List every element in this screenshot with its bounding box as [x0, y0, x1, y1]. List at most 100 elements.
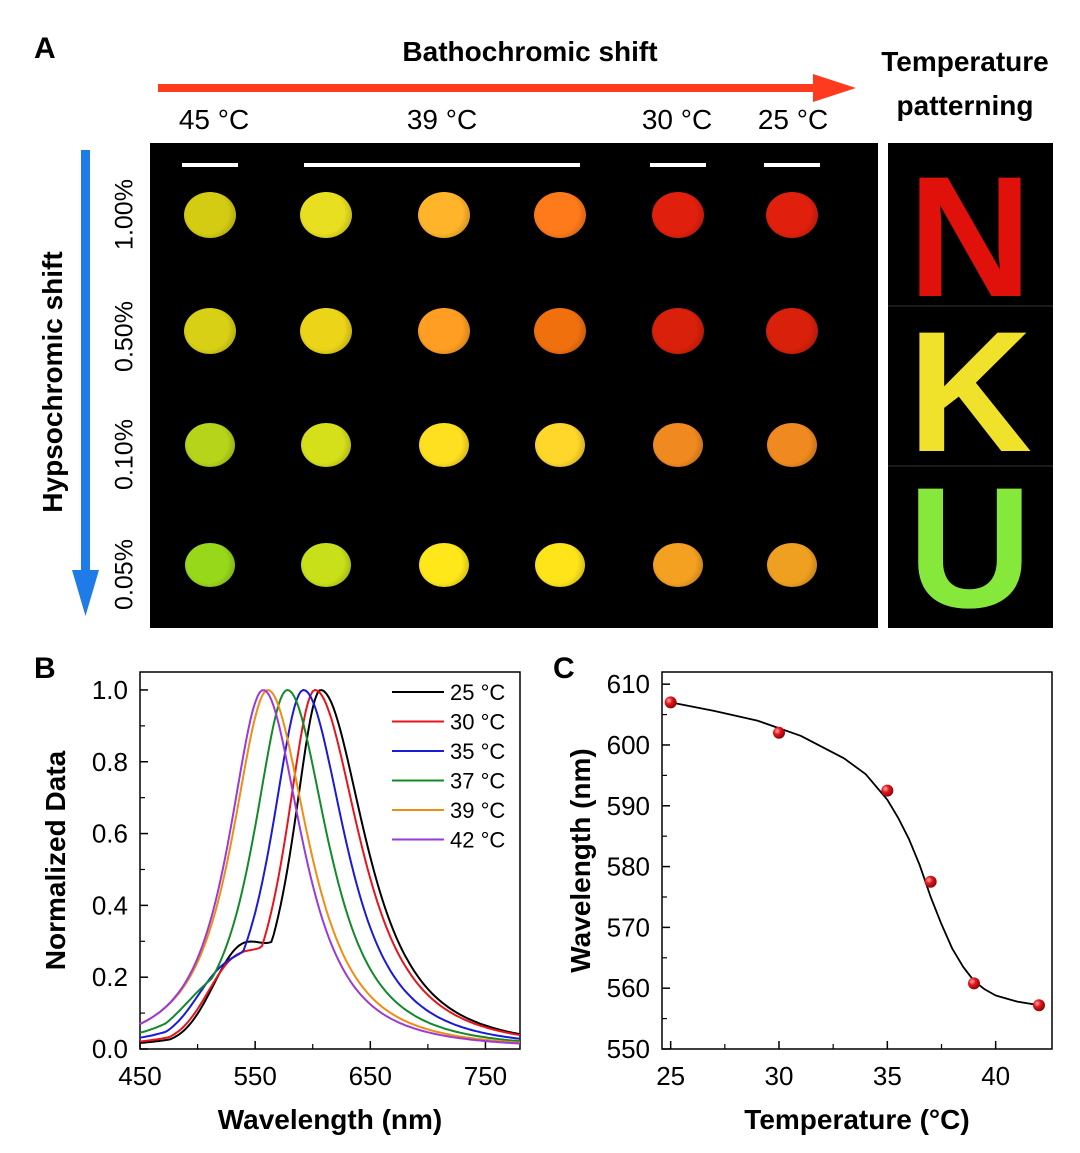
- bathochromic-arrow: [158, 74, 856, 102]
- sample-spot: [767, 543, 817, 587]
- patterning-photo: N K U: [888, 141, 1053, 644]
- legend-label: 35 °C: [450, 739, 505, 764]
- sample-spot: [418, 308, 470, 354]
- y-tick-label: 610: [607, 669, 650, 699]
- letter-n: N: [908, 143, 1032, 333]
- sample-spot: [653, 543, 703, 587]
- sample-spot: [300, 308, 352, 354]
- sample-spot: [184, 192, 236, 238]
- x-tick-label: 40: [981, 1061, 1010, 1091]
- spot-array-photo: [150, 143, 878, 628]
- hypsochromic-label: Hypsochromic shift: [37, 251, 68, 513]
- sample-spot: [766, 308, 818, 354]
- conc-label-3: 0.10%: [110, 419, 139, 490]
- plot-frame: [661, 671, 1053, 1050]
- y-tick-label: 0.2: [92, 962, 128, 992]
- x-tick-label: 30: [765, 1061, 794, 1091]
- letter-u: U: [908, 452, 1032, 628]
- bathochromic-arrow-head: [813, 74, 856, 102]
- bathochromic-arrow-shaft: [158, 84, 818, 92]
- series-line: [139, 689, 521, 1044]
- series-line: [139, 689, 521, 1045]
- y-axis-label: Wavelength (nm): [565, 748, 596, 973]
- legend-label: 37 °C: [450, 769, 505, 794]
- y-tick-label: 570: [607, 912, 650, 942]
- x-axis-label: Wavelength (nm): [218, 1104, 443, 1135]
- hypsochromic-arrow: [72, 150, 99, 616]
- letter-k: K: [908, 296, 1032, 488]
- legend-label: 42 °C: [450, 828, 505, 853]
- sample-spot: [184, 308, 236, 354]
- panel-c-label: C: [553, 652, 575, 685]
- temp-group-bar-25: [764, 163, 820, 167]
- x-tick-label: 450: [118, 1061, 161, 1091]
- y-axis-label: Normalized Data: [40, 750, 71, 970]
- y-tick-label: 580: [607, 852, 650, 882]
- data-point: [664, 696, 677, 709]
- sample-spot: [419, 543, 469, 587]
- panel-b-label: B: [34, 652, 56, 685]
- series-line: [139, 688, 521, 1040]
- sample-spot: [653, 423, 703, 467]
- temperature-patterning-label: Temperature patterning: [881, 46, 1049, 121]
- temp-label-25: 25 °C: [757, 104, 829, 135]
- data-point: [881, 784, 894, 797]
- sample-spot: [652, 308, 704, 354]
- fit-line: [670, 701, 1040, 1007]
- sample-spot: [535, 543, 585, 587]
- sample-spot: [534, 308, 586, 354]
- sample-spot: [185, 423, 235, 467]
- y-tick-label: 1.0: [92, 675, 128, 705]
- conc-label-1: 1.00%: [110, 179, 139, 250]
- bathochromic-label: Bathochromic shift: [402, 36, 658, 67]
- x-tick-label: 550: [233, 1061, 276, 1091]
- series-line: [139, 689, 521, 1044]
- temp-label-45: 45 °C: [178, 104, 250, 135]
- sample-spot: [767, 423, 817, 467]
- temp-group-bar-39: [304, 163, 580, 167]
- data-point: [773, 726, 785, 739]
- data-point: [924, 875, 937, 888]
- y-tick-label: 600: [607, 730, 650, 760]
- sample-spot: [185, 543, 235, 587]
- sample-spot: [534, 192, 586, 238]
- sample-spot: [418, 192, 470, 238]
- wavelength-temperature-chart: 25 30 35 40 550 560 570 580 590 600 610 Temperature…: [565, 669, 1053, 1135]
- temp-group-bar-45: [182, 163, 238, 167]
- plot-frame: [139, 671, 521, 1050]
- temp-label-30: 30 °C: [641, 104, 713, 135]
- series-line: [139, 688, 521, 1043]
- sample-spot: [419, 423, 469, 467]
- temp-label-39: 39 °C: [406, 104, 478, 135]
- hypsochromic-arrow-shaft: [81, 150, 90, 575]
- panel-a-label: A: [34, 32, 56, 65]
- sample-spot: [652, 192, 704, 238]
- temp-group-bar-30: [650, 163, 706, 167]
- series-line: [139, 688, 521, 1043]
- y-tick-label: 590: [607, 791, 650, 821]
- legend-label: 25 °C: [450, 680, 505, 705]
- sample-spot: [301, 423, 351, 467]
- sample-spot: [300, 192, 352, 238]
- patterning-letters: N K U: [888, 141, 1053, 644]
- data-point: [968, 977, 980, 990]
- spectra-chart: 450 550 650 750 0.0 0.2 0.4 0.6 0.8 1.0 Wavelength…: [40, 671, 521, 1135]
- sample-spot: [766, 192, 818, 238]
- y-tick-label: 0.0: [92, 1034, 128, 1064]
- x-tick-label: 650: [349, 1061, 392, 1091]
- sample-spot: [535, 423, 585, 467]
- sample-spot: [301, 543, 351, 587]
- conc-label-4: 0.05%: [110, 539, 139, 610]
- y-tick-label: 0.6: [92, 819, 128, 849]
- data-point: [1033, 999, 1045, 1012]
- legend-label: 30 °C: [450, 710, 505, 735]
- x-tick-label: 25: [656, 1061, 685, 1091]
- y-tick-label: 560: [607, 973, 650, 1003]
- x-axis-label: Temperature (°C): [744, 1104, 969, 1135]
- hypsochromic-arrow-head: [72, 570, 99, 616]
- x-tick-label: 750: [464, 1061, 507, 1091]
- y-tick-label: 550: [607, 1034, 650, 1064]
- x-tick-label: 35: [873, 1061, 902, 1091]
- legend-label: 39 °C: [450, 798, 505, 823]
- conc-label-2: 0.50%: [110, 301, 139, 372]
